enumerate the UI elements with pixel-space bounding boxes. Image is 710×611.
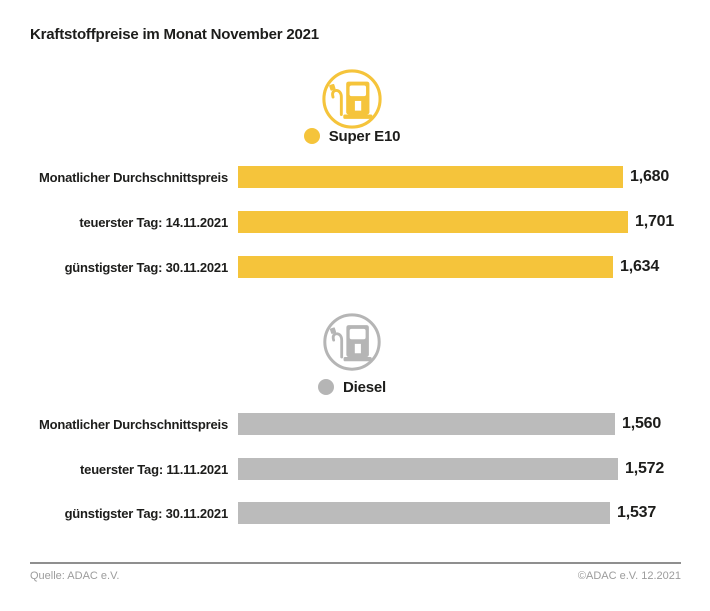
bar-value: 1,572 (625, 460, 665, 477)
legend-label: Super E10 (328, 127, 401, 145)
footer-copyright: ©ADAC e.V. 12.2021 (577, 570, 681, 582)
bar-super-max (238, 211, 628, 233)
bar-row: günstigster Tag: 30.11.2021 1,634 (0, 256, 710, 278)
bar-value: 1,634 (620, 258, 660, 275)
fuel-pump-icon (321, 68, 383, 130)
legend-label: Diesel (343, 378, 386, 396)
bar-value: 1,537 (617, 504, 657, 521)
page-title: Kraftstoffpreise im Monat November 2021 (30, 26, 319, 43)
bar-diesel-avg (238, 413, 615, 435)
legend-super-e10: Super E10 (0, 127, 704, 145)
bar-super-min (238, 256, 613, 278)
legend-diesel: Diesel (0, 378, 704, 396)
bar-row: Monatlicher Durchschnittspreis 1,680 (0, 166, 710, 188)
bar-row: teuerster Tag: 11.11.2021 1,572 (0, 458, 710, 480)
bar-label: Monatlicher Durchschnittspreis (38, 416, 228, 432)
fuel-pump-icon (322, 312, 382, 372)
bar-diesel-min (238, 502, 610, 524)
bar-label: teuerster Tag: 14.11.2021 (79, 214, 228, 230)
bar-row: günstigster Tag: 30.11.2021 1,537 (0, 502, 710, 524)
bar-label: günstigster Tag: 30.11.2021 (64, 259, 229, 275)
bar-super-avg (238, 166, 623, 188)
bar-value: 1,560 (622, 415, 662, 432)
bar-row: teuerster Tag: 14.11.2021 1,701 (0, 211, 710, 233)
footer-source: Quelle: ADAC e.V. (30, 570, 120, 582)
bar-value: 1,701 (635, 213, 675, 230)
bar-label: teuerster Tag: 11.11.2021 (80, 461, 228, 477)
bar-label: günstigster Tag: 30.11.2021 (64, 505, 229, 521)
bar-label: Monatlicher Durchschnittspreis (38, 169, 228, 185)
legend-dot-gray (318, 379, 334, 395)
legend-dot-yellow (303, 128, 320, 144)
bar-value: 1,680 (630, 168, 670, 185)
footer-divider (30, 562, 681, 564)
bar-diesel-max (238, 458, 618, 480)
bar-row: Monatlicher Durchschnittspreis 1,560 (0, 413, 710, 435)
